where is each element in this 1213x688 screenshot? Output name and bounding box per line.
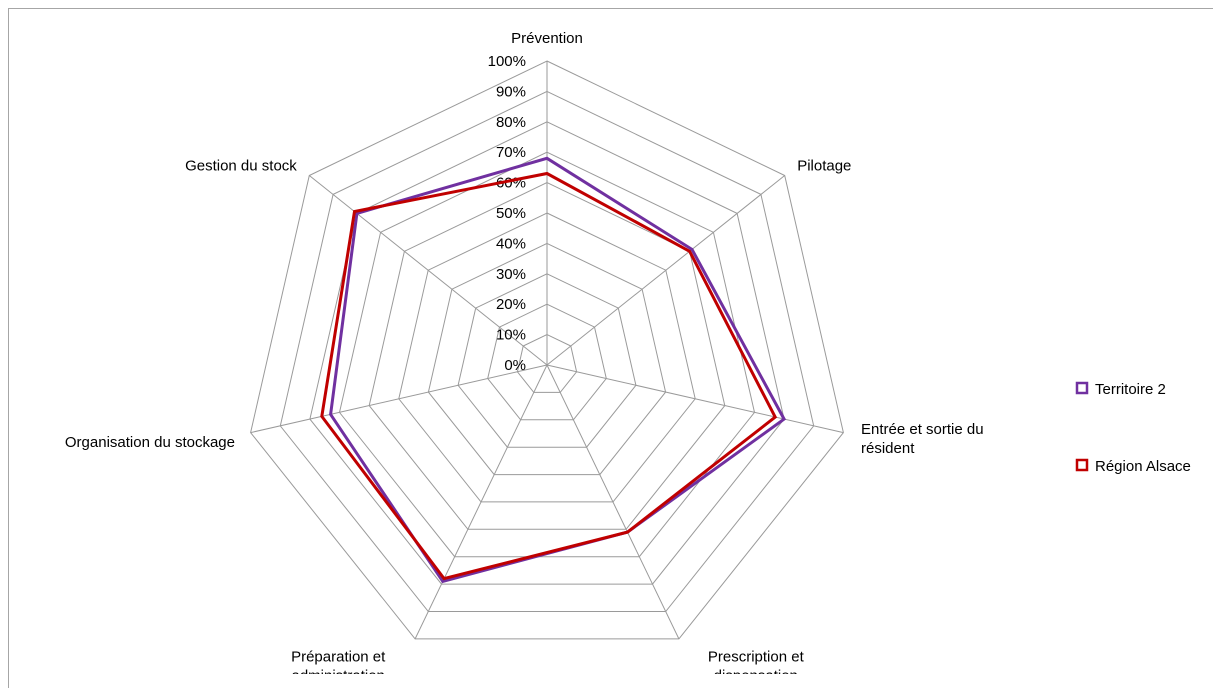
category-label: Entrée et sortie du résident [861,421,984,457]
grid-ring [368,182,726,530]
chart-frame [8,8,1213,688]
legend-swatch-region [1075,458,1089,472]
tick-label: 10% [496,327,526,344]
category-label: Organisation du stockage [65,434,235,451]
tick-label: 90% [496,83,526,100]
legend-item-region: Région Alsace [1075,458,1191,475]
category-label-line: administration [292,667,385,674]
grid-ring [427,242,667,476]
category-label-line: résident [861,440,915,457]
grid-ring [457,273,637,448]
category-label: Prévention [511,30,583,47]
grid-ring [398,212,696,503]
grid-spoke [546,364,844,434]
category-labels: Prévention Pilotage Entrée et sortie du rés… [65,30,984,674]
category-label-line: Prescription et [708,648,805,665]
grid-spoke [250,364,548,434]
category-label: Gestion du stock [185,158,297,175]
tick-label: 20% [496,296,526,313]
legend-item-territoire: Territoire 2 [1075,381,1166,398]
grid-ring [250,60,844,640]
grid-ring [338,151,756,558]
radial-axis-ticks: 0%10%20%30%40%50%60%70%80%90%100% [488,53,526,374]
tick-label: 70% [496,144,526,161]
category-label: Préparation et administration [291,648,386,674]
category-label: Pilotage [797,158,851,175]
series-line-region [320,171,778,581]
category-label-line: Préparation et [291,648,386,665]
category-label-line: Entrée et sortie du [861,421,984,438]
category-label-line: Pilotage [797,158,851,175]
tick-label: 0% [504,357,526,374]
radar-grid [250,60,844,640]
legend: Territoire 2 Région Alsace [1075,381,1191,475]
tick-label: 30% [496,266,526,283]
legend-label-territoire: Territoire 2 [1095,381,1166,398]
category-label-line: dispensation [714,667,798,674]
series-lines [320,156,787,584]
grid-ring [279,90,815,612]
tick-label: 50% [496,205,526,222]
grid-spoke [308,175,548,366]
category-label-line: Organisation du stockage [65,434,235,451]
grid-spoke [546,364,680,640]
grid-spoke [546,175,786,366]
tick-label: 80% [496,114,526,131]
category-label: Prescription et dispensation [708,648,805,674]
legend-label-region: Région Alsace [1095,458,1191,475]
grid-ring [487,303,607,421]
tick-label: 40% [496,235,526,252]
radar-chart: 0%10%20%30%40%50%60%70%80%90%100% Préven… [65,30,1191,674]
category-label-line: Prévention [511,30,583,47]
legend-swatch-territoire [1075,381,1089,395]
tick-label: 100% [488,53,526,70]
grid-ring [516,334,578,393]
category-label-line: Gestion du stock [185,158,297,175]
grid-spoke [414,364,548,640]
